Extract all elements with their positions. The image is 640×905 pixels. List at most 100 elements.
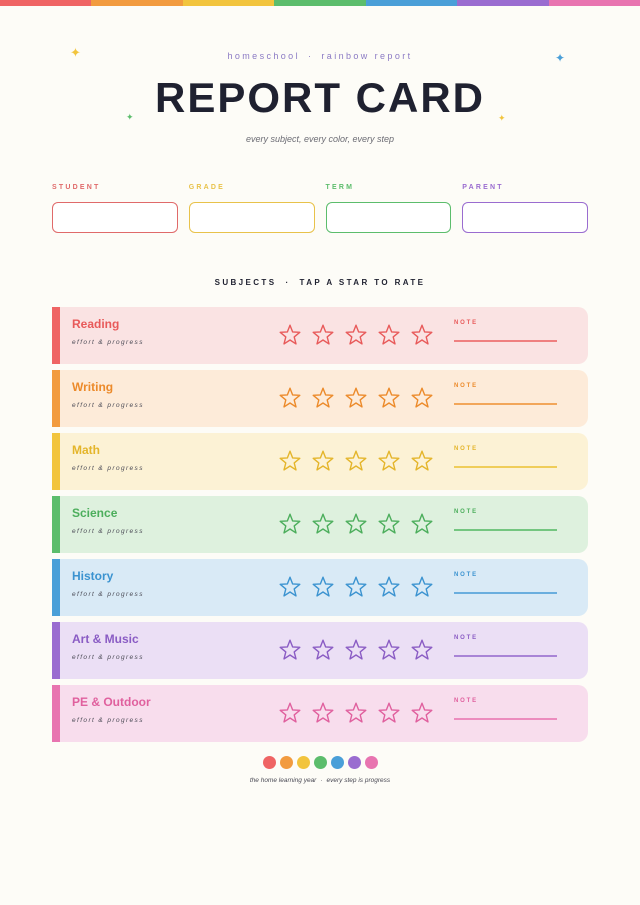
note-line-input[interactable]	[454, 340, 557, 342]
note-line-input[interactable]	[454, 592, 557, 594]
star-icon[interactable]	[278, 512, 302, 536]
star-icon[interactable]	[344, 638, 368, 662]
star-icon[interactable]	[377, 701, 401, 725]
star-icon[interactable]	[377, 575, 401, 599]
subject-row: Math effort & progress NOTE	[52, 433, 588, 490]
rainbow-dot	[313, 756, 327, 769]
note-line-input[interactable]	[454, 403, 557, 405]
rainbow-segment	[548, 0, 640, 6]
note-label: NOTE	[454, 383, 478, 389]
rainbow-segment	[91, 0, 183, 6]
star-icon[interactable]	[311, 701, 335, 725]
star-icon[interactable]	[278, 638, 302, 662]
rainbow-segment	[182, 0, 275, 6]
subject-name: Art & Music	[72, 632, 139, 646]
page-subtitle: every subject, every color, every step	[245, 134, 395, 144]
rainbow-dot	[296, 756, 310, 769]
subject-color-stripe	[52, 370, 60, 427]
star-icon[interactable]	[278, 575, 302, 599]
page-title: REPORT CARD	[154, 74, 485, 121]
field-grade: GRADE	[188, 184, 315, 233]
star-icon[interactable]	[344, 323, 368, 347]
subjects-heading-right: TAP A STAR TO RATE	[299, 278, 426, 287]
rainbow-dot	[262, 756, 276, 769]
star-icon[interactable]	[410, 386, 434, 410]
star-rating	[278, 323, 434, 347]
star-icon[interactable]	[410, 575, 434, 599]
star-rating	[278, 449, 434, 473]
star-icon[interactable]	[377, 449, 401, 473]
subject-row: Reading effort & progress NOTE	[52, 307, 588, 364]
star-icon[interactable]	[311, 512, 335, 536]
star-icon[interactable]	[377, 386, 401, 410]
star-icon[interactable]	[377, 638, 401, 662]
star-icon[interactable]	[344, 512, 368, 536]
sparkle-icon: ✦	[498, 113, 506, 123]
star-icon[interactable]	[311, 575, 335, 599]
rainbow-segment	[365, 0, 458, 6]
subject-row: PE & Outdoor effort & progress NOTE	[52, 685, 588, 742]
star-icon[interactable]	[344, 449, 368, 473]
subject-row: Writing effort & progress NOTE	[52, 370, 588, 427]
star-icon[interactable]	[410, 701, 434, 725]
star-icon[interactable]	[311, 449, 335, 473]
footer-left: the home learning year	[249, 777, 317, 784]
kicker-separator: ·	[307, 51, 314, 61]
star-rating	[278, 386, 434, 410]
star-icon[interactable]	[311, 323, 335, 347]
header-kicker: homeschool · rainbow report	[0, 51, 640, 61]
star-icon[interactable]	[410, 323, 434, 347]
star-icon[interactable]	[344, 386, 368, 410]
note-line-input[interactable]	[454, 655, 557, 657]
star-icon[interactable]	[410, 512, 434, 536]
subject-caption: effort & progress	[72, 402, 144, 409]
field-parent: PARENT	[462, 184, 588, 233]
term-input[interactable]	[325, 202, 452, 233]
sparkle-icon: ✦	[555, 51, 566, 65]
rainbow-segment	[457, 0, 549, 6]
field-term: TERM	[325, 184, 452, 233]
grade-input[interactable]	[188, 202, 315, 233]
star-icon[interactable]	[410, 638, 434, 662]
note-line-input[interactable]	[454, 466, 557, 468]
star-icon[interactable]	[377, 512, 401, 536]
star-rating	[278, 638, 434, 662]
subject-row: Art & Music effort & progress NOTE	[52, 622, 588, 679]
star-icon[interactable]	[410, 449, 434, 473]
star-icon[interactable]	[278, 449, 302, 473]
star-icon[interactable]	[278, 323, 302, 347]
star-icon[interactable]	[344, 701, 368, 725]
subject-color-stripe	[52, 559, 60, 616]
rainbow-dot	[279, 756, 293, 769]
field-label: GRADE	[188, 184, 226, 191]
subjects-heading-separator: ·	[285, 278, 291, 287]
subject-name: Writing	[72, 380, 114, 394]
star-icon[interactable]	[311, 638, 335, 662]
subject-row: Science effort & progress NOTE	[52, 496, 588, 553]
note-label: NOTE	[454, 635, 478, 641]
star-icon[interactable]	[311, 386, 335, 410]
star-rating	[278, 575, 434, 599]
kicker-left: homeschool	[227, 51, 300, 61]
note-line-input[interactable]	[454, 529, 557, 531]
kicker-right: rainbow report	[321, 51, 413, 61]
parent-input[interactable]	[462, 202, 588, 233]
subjects-list: Reading effort & progress NOTE Writing effor…	[52, 307, 588, 748]
subject-name: Math	[72, 443, 100, 457]
note-label: NOTE	[454, 320, 478, 326]
star-icon[interactable]	[344, 575, 368, 599]
subject-caption: effort & progress	[72, 339, 144, 346]
star-icon[interactable]	[377, 323, 401, 347]
rainbow-dot	[364, 756, 378, 769]
subject-color-stripe	[52, 685, 60, 742]
star-icon[interactable]	[278, 386, 302, 410]
note-line-input[interactable]	[454, 718, 557, 720]
subject-name: PE & Outdoor	[72, 695, 151, 709]
star-icon[interactable]	[278, 701, 302, 725]
rainbow-segment	[0, 0, 92, 6]
info-fields: STUDENT GRADE TERM PARENT	[52, 184, 588, 233]
subject-caption: effort & progress	[72, 465, 144, 472]
subject-name: Reading	[72, 317, 120, 331]
subject-color-stripe	[52, 622, 60, 679]
student-input[interactable]	[52, 202, 178, 233]
